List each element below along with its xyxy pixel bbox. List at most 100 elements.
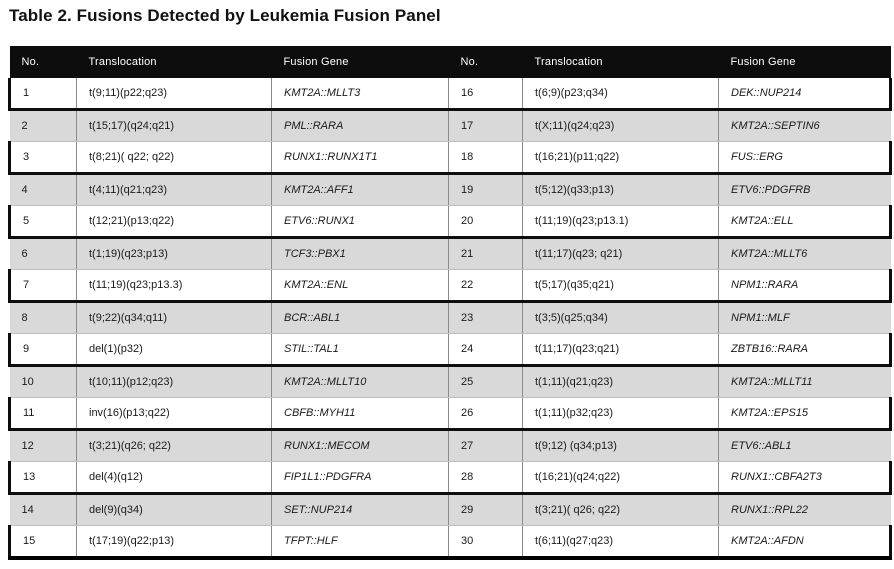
table-cell-no: 10: [9, 365, 77, 398]
table-cell-translocation: del(1)(p32): [76, 333, 272, 367]
table-cell-no: 26: [448, 397, 523, 431]
table-row: 2 t(15;17)(q24;q21) PML::RARA 17 t(X;11)(q24…: [9, 109, 891, 142]
table-cell-translocation: t(9;12) (q34;p13): [522, 429, 719, 462]
table-cell-translocation: t(9;22)(q34;q11): [76, 301, 272, 334]
table-cell-no: 2: [9, 109, 77, 142]
table-cell-translocation: t(15;17)(q24;q21): [76, 109, 272, 142]
column-header-no: No.: [9, 46, 77, 78]
table-row: 14 del(9)(q34) SET::NUP214 29 t(3;21)( q26; …: [9, 493, 891, 526]
table-cell-fusion-gene: KMT2A::ENL: [271, 269, 449, 303]
table-cell-no: 13: [8, 461, 77, 495]
table-cell-no: 16: [448, 78, 523, 111]
table-cell-no: 29: [448, 493, 523, 526]
table-cell-no: 8: [9, 301, 77, 334]
table-row: 13 del(4)(q12) FIP1L1::PDGFRA 28 t(16;21)(q2…: [8, 461, 892, 495]
table-cell-no: 21: [448, 237, 523, 270]
table-cell-fusion-gene: STIL::TAL1: [271, 333, 449, 367]
table-row: 6 t(1;19)(q23;p13) TCF3::PBX1 21 t(11;17)(q2…: [9, 237, 891, 270]
table-cell-fusion-gene: KMT2A::AFDN: [718, 525, 892, 560]
table-cell-no: 12: [9, 429, 77, 462]
table-cell-translocation: t(3;21)( q26; q22): [522, 493, 719, 526]
table-cell-no: 18: [448, 141, 523, 175]
table-row: 5 t(12;21)(p13;q22) ETV6::RUNX1 20 t(11;19)(…: [8, 205, 892, 239]
table-row: 10 t(10;11)(p12;q23) KMT2A::MLLT10 25 t(1;11…: [9, 365, 891, 398]
table-cell-no: 7: [8, 269, 77, 303]
table-row: 3 t(8;21)( q22; q22) RUNX1::RUNX1T1 18 t(16;…: [8, 141, 892, 175]
table-row: 4 t(4;11)(q21;q23) KMT2A::AFF1 19 t(5;12)(q3…: [9, 173, 891, 206]
table-row: 1 t(9;11)(p22;q23) KMT2A::MLLT3 16 t(6;9)(p2…: [8, 78, 892, 111]
table-cell-translocation: t(6;9)(p23;q34): [522, 78, 719, 111]
table-row: 8 t(9;22)(q34;q11) BCR::ABL1 23 t(3;5)(q25;q…: [9, 301, 891, 334]
table-cell-translocation: t(16;21)(q24;q22): [522, 461, 719, 495]
table-cell-fusion-gene: ETV6::RUNX1: [271, 205, 449, 239]
table-header-row: No. Translocation Fusion Gene No. Translocat…: [9, 46, 891, 78]
table-cell-fusion-gene: ETV6::ABL1: [718, 429, 891, 462]
table-cell-translocation: t(1;11)(p32;q23): [522, 397, 719, 431]
table-cell-fusion-gene: ZBTB16::RARA: [718, 333, 892, 367]
table-cell-fusion-gene: KMT2A::AFF1: [271, 173, 449, 206]
column-header-no: No.: [448, 46, 523, 78]
table-cell-no: 1: [8, 78, 77, 111]
column-header-fusion-gene: Fusion Gene: [271, 46, 449, 78]
table-cell-fusion-gene: SET::NUP214: [271, 493, 449, 526]
table-cell-no: 15: [8, 525, 77, 560]
table-cell-no: 6: [9, 237, 77, 270]
table-row: 9 del(1)(p32) STIL::TAL1 24 t(11;17)(q23;q21…: [8, 333, 892, 367]
table-cell-translocation: t(16;21)(p11;q22): [522, 141, 719, 175]
table-cell-fusion-gene: KMT2A::ELL: [718, 205, 892, 239]
table-cell-no: 11: [8, 397, 77, 431]
table-cell-translocation: inv(16)(p13;q22): [76, 397, 272, 431]
table-cell-no: 19: [448, 173, 523, 206]
table-cell-translocation: t(11;17)(q23;q21): [522, 333, 719, 367]
table-cell-no: 30: [448, 525, 523, 560]
column-header-translocation: Translocation: [522, 46, 719, 78]
table-cell-fusion-gene: RUNX1::RUNX1T1: [271, 141, 449, 175]
table-cell-no: 24: [448, 333, 523, 367]
table-cell-translocation: t(1;19)(q23;p13): [76, 237, 272, 270]
table-title: Table 2. Fusions Detected by Leukemia Fu…: [9, 6, 441, 25]
table-cell-no: 3: [8, 141, 77, 175]
table-row: 11 inv(16)(p13;q22) CBFB::MYH11 26 t(1;11)(p…: [8, 397, 892, 431]
table-cell-translocation: del(9)(q34): [76, 493, 272, 526]
table-cell-no: 5: [8, 205, 77, 239]
table-cell-fusion-gene: BCR::ABL1: [271, 301, 449, 334]
table-cell-fusion-gene: RUNX1::MECOM: [271, 429, 449, 462]
table-row: 12 t(3;21)(q26; q22) RUNX1::MECOM 27 t(9;12)…: [9, 429, 891, 462]
table-cell-translocation: t(3;5)(q25;q34): [522, 301, 719, 334]
table-cell-fusion-gene: TCF3::PBX1: [271, 237, 449, 270]
table-cell-no: 28: [448, 461, 523, 495]
table-cell-no: 22: [448, 269, 523, 303]
column-header-fusion-gene: Fusion Gene: [718, 46, 891, 78]
table-cell-fusion-gene: KMT2A::MLLT11: [718, 365, 891, 398]
table-cell-no: 23: [448, 301, 523, 334]
table-cell-fusion-gene: ETV6::PDGFRB: [718, 173, 891, 206]
table-cell-fusion-gene: PML::RARA: [271, 109, 449, 142]
table-cell-fusion-gene: KMT2A::EPS15: [718, 397, 892, 431]
table-cell-no: 14: [9, 493, 77, 526]
table-cell-translocation: t(17;19)(q22;p13): [76, 525, 272, 560]
table-cell-fusion-gene: NPM1::MLF: [718, 301, 891, 334]
table-row: 7 t(11;19)(q23;p13.3) KMT2A::ENL 22 t(5;17)(…: [8, 269, 892, 303]
table-cell-translocation: t(11;19)(q23;p13.1): [522, 205, 719, 239]
table-cell-fusion-gene: KMT2A::MLLT10: [271, 365, 449, 398]
table-cell-fusion-gene: CBFB::MYH11: [271, 397, 449, 431]
table-cell-fusion-gene: KMT2A::SEPTIN6: [718, 109, 891, 142]
table-cell-translocation: t(9;11)(p22;q23): [76, 78, 272, 111]
table-cell-fusion-gene: FUS::ERG: [718, 141, 892, 175]
table-cell-translocation: t(10;11)(p12;q23): [76, 365, 272, 398]
table-cell-translocation: del(4)(q12): [76, 461, 272, 495]
table-cell-translocation: t(5;17)(q35;q21): [522, 269, 719, 303]
table-cell-fusion-gene: KMT2A::MLLT6: [718, 237, 891, 270]
table-cell-translocation: t(X;11)(q24;q23): [522, 109, 719, 142]
table-cell-translocation: t(5;12)(q33;p13): [522, 173, 719, 206]
table-cell-no: 9: [8, 333, 77, 367]
table-cell-no: 17: [448, 109, 523, 142]
table-cell-fusion-gene: DEK::NUP214: [718, 78, 892, 111]
table-cell-translocation: t(11;17)(q23; q21): [522, 237, 719, 270]
table-cell-fusion-gene: FIP1L1::PDGFRA: [271, 461, 449, 495]
table-cell-no: 25: [448, 365, 523, 398]
table-cell-no: 4: [9, 173, 77, 206]
table-cell-fusion-gene: TFPT::HLF: [271, 525, 449, 560]
table-cell-fusion-gene: RUNX1::RPL22: [718, 493, 891, 526]
